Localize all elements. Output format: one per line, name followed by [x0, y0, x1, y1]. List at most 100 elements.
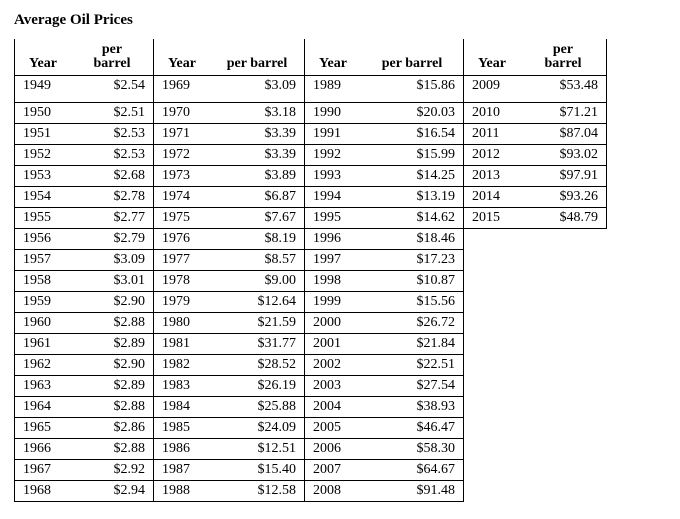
table-row: 2014$93.26: [464, 186, 606, 207]
cell-price: $22.51: [361, 355, 463, 375]
table-row: 1974$6.87: [154, 186, 304, 207]
cell-year: 1973: [154, 166, 210, 186]
table-row: 1988$12.58: [154, 480, 304, 502]
cell-price: $15.86: [361, 76, 463, 96]
cell-year: 1984: [154, 397, 210, 417]
cell-price: $3.39: [210, 145, 304, 165]
table-row: 1992$15.99: [305, 144, 463, 165]
cell-year: 2001: [305, 334, 361, 354]
cell-year: 1963: [15, 376, 71, 396]
cell-price: $9.00: [210, 271, 304, 291]
cell-year: 2000: [305, 313, 361, 333]
cell-price: $2.51: [71, 103, 153, 123]
cell-year: 1991: [305, 124, 361, 144]
table-row: 1972$3.39: [154, 144, 304, 165]
cell-year: 1992: [305, 145, 361, 165]
cell-year: 1997: [305, 250, 361, 270]
table-row: 1986$12.51: [154, 438, 304, 459]
cell-price: $2.89: [71, 334, 153, 354]
cell-price: $3.09: [210, 76, 304, 96]
cell-year: 1960: [15, 313, 71, 333]
cell-year: 1967: [15, 460, 71, 480]
header-year: Year: [15, 55, 71, 75]
table-row: 1949$2.54: [15, 75, 153, 96]
table-row: 1989$15.86: [305, 75, 463, 96]
cell-price: $2.54: [71, 76, 153, 96]
table-row: 1982$28.52: [154, 354, 304, 375]
cell-price: $10.87: [361, 271, 463, 291]
table-row: 1960$2.88: [15, 312, 153, 333]
table-row: 2004$38.93: [305, 396, 463, 417]
cell-price: $87.04: [520, 124, 606, 144]
cell-price: $20.03: [361, 103, 463, 123]
table-row: 1952$2.53: [15, 144, 153, 165]
table-row: 1973$3.89: [154, 165, 304, 186]
table-row: 2010$71.21: [464, 102, 606, 123]
cell-price: $18.46: [361, 229, 463, 249]
table-row: 2009$53.48: [464, 75, 606, 96]
cell-price: $97.91: [520, 166, 606, 186]
cell-year: 1954: [15, 187, 71, 207]
header-per-barrel: per barrel: [210, 55, 304, 75]
table-row: 2011$87.04: [464, 123, 606, 144]
cell-year: 2011: [464, 124, 520, 144]
cell-price: $14.62: [361, 208, 463, 228]
cell-price: $2.86: [71, 418, 153, 438]
header-barrel: barrel: [93, 56, 130, 71]
cell-price: $15.40: [210, 460, 304, 480]
cell-year: 1983: [154, 376, 210, 396]
cell-price: $8.19: [210, 229, 304, 249]
cell-year: 1956: [15, 229, 71, 249]
table-row: 1963$2.89: [15, 375, 153, 396]
table-row: 1996$18.46: [305, 228, 463, 249]
cell-year: 1970: [154, 103, 210, 123]
table-row: 1985$24.09: [154, 417, 304, 438]
cell-price: $7.67: [210, 208, 304, 228]
cell-price: $2.90: [71, 292, 153, 312]
cell-price: $8.57: [210, 250, 304, 270]
cell-price: $3.18: [210, 103, 304, 123]
cell-year: 2013: [464, 166, 520, 186]
table-row: 1969$3.09: [154, 75, 304, 96]
cell-price: $27.54: [361, 376, 463, 396]
cell-price: $2.88: [71, 313, 153, 333]
cell-price: $2.89: [71, 376, 153, 396]
table-row: 2012$93.02: [464, 144, 606, 165]
header-per-barrel: perbarrel: [520, 41, 606, 75]
cell-year: 1969: [154, 76, 210, 96]
table-row: 1968$2.94: [15, 480, 153, 502]
cell-price: $2.79: [71, 229, 153, 249]
table-row: 1970$3.18: [154, 102, 304, 123]
cell-price: $53.48: [520, 76, 606, 96]
cell-price: $12.51: [210, 439, 304, 459]
cell-year: 1981: [154, 334, 210, 354]
cell-price: $15.56: [361, 292, 463, 312]
table-row: 1994$13.19: [305, 186, 463, 207]
cell-price: $2.68: [71, 166, 153, 186]
cell-year: 2004: [305, 397, 361, 417]
header-per: per: [553, 42, 573, 57]
cell-price: $93.26: [520, 187, 606, 207]
table-row: 1999$15.56: [305, 291, 463, 312]
table-row: 1953$2.68: [15, 165, 153, 186]
table-row: 2008$91.48: [305, 480, 463, 502]
cell-year: 1966: [15, 439, 71, 459]
table-row: 1966$2.88: [15, 438, 153, 459]
cell-year: 1994: [305, 187, 361, 207]
table-row: 1979$12.64: [154, 291, 304, 312]
cell-year: 1982: [154, 355, 210, 375]
cell-year: 1990: [305, 103, 361, 123]
header-year: Year: [464, 55, 520, 75]
cell-price: $21.84: [361, 334, 463, 354]
cell-year: 1961: [15, 334, 71, 354]
cell-year: 1989: [305, 76, 361, 96]
cell-year: 1980: [154, 313, 210, 333]
cell-year: 1949: [15, 76, 71, 96]
cell-year: 1974: [154, 187, 210, 207]
table-row: 1957$3.09: [15, 249, 153, 270]
cell-price: $71.21: [520, 103, 606, 123]
cell-price: $16.54: [361, 124, 463, 144]
table-row: 1993$14.25: [305, 165, 463, 186]
table-row: 1977$8.57: [154, 249, 304, 270]
cell-price: $2.90: [71, 355, 153, 375]
